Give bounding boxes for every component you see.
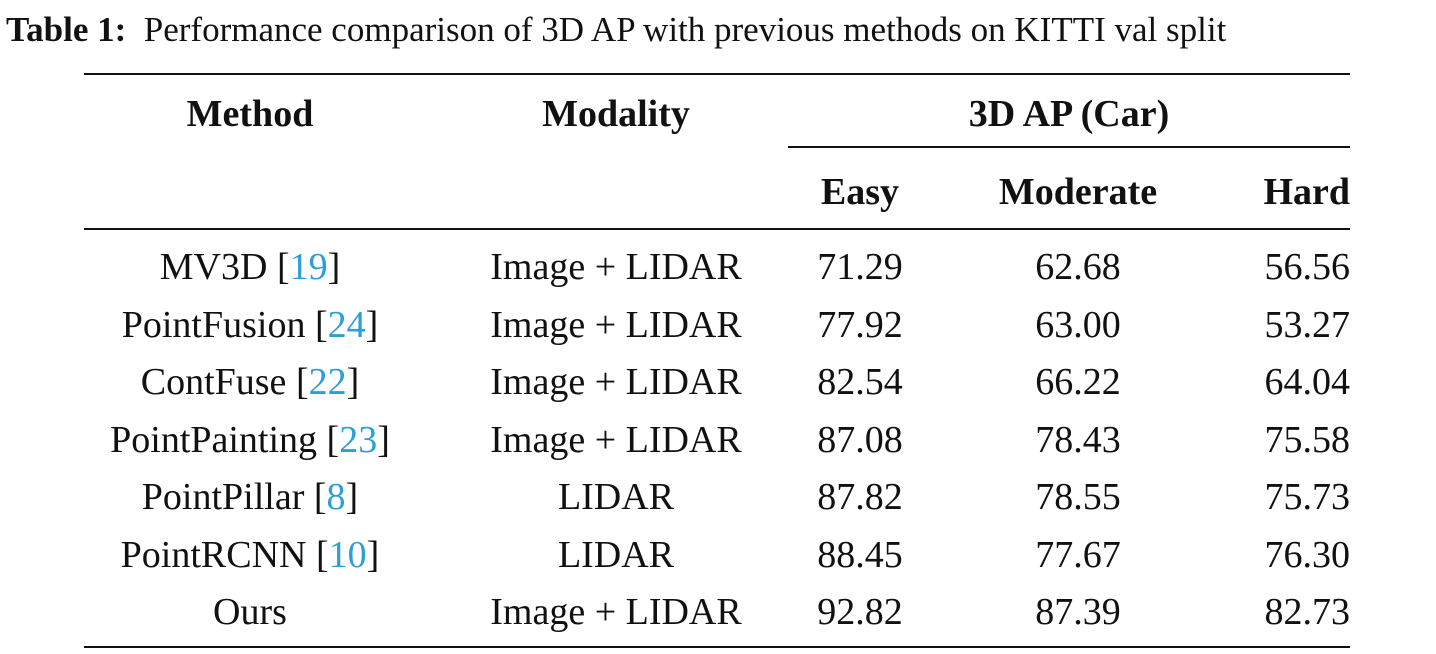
header-moderate: Moderate <box>998 171 1158 213</box>
table-row-easy: 82.54 <box>817 361 903 403</box>
table-row-moderate: 87.39 <box>1035 591 1121 633</box>
method-name: PointFusion <box>121 304 306 346</box>
table-caption: Table 1: Performance comparison of 3D AP… <box>6 8 1436 52</box>
method-name: MV3D <box>159 246 268 288</box>
table-row-hard: 64.04 <box>1264 361 1351 403</box>
header-3d-ap-car: 3D AP (Car) <box>968 93 1170 135</box>
table-row-easy: 87.08 <box>817 419 903 461</box>
caption-label: Table 1: <box>6 10 127 49</box>
top-rule <box>84 73 1350 75</box>
table-row-easy: 92.82 <box>817 591 903 633</box>
table-row-hard: 76.30 <box>1264 534 1351 576</box>
method-name: PointPillar <box>141 476 305 518</box>
citation-link[interactable]: 10 <box>328 534 367 576</box>
table-row-moderate: 78.43 <box>1035 419 1121 461</box>
table-row-method: PointPillar [8] <box>141 476 359 518</box>
header-easy: Easy <box>820 171 900 213</box>
table-row-modality: Image + LIDAR <box>490 591 742 633</box>
table-row-easy: 87.82 <box>817 476 903 518</box>
table-row-hard: 56.56 <box>1264 246 1351 288</box>
method-name: PointRCNN <box>120 534 307 576</box>
table-row-moderate: 66.22 <box>1035 361 1121 403</box>
table-row-method: Ours <box>84 588 416 636</box>
table-row-method: PointRCNN [10] <box>120 534 380 576</box>
table-row-modality: LIDAR <box>557 476 675 518</box>
header-method: Method <box>186 93 314 135</box>
table-row-easy: 88.45 <box>817 534 903 576</box>
table-row-method: MV3D [19] <box>159 246 341 288</box>
table-row-moderate: 77.67 <box>1035 534 1121 576</box>
caption-text: Performance comparison of 3D AP with pre… <box>143 10 1227 49</box>
mid-rule <box>84 228 1350 230</box>
citation-link[interactable]: 23 <box>339 419 378 461</box>
table-row-easy: 71.29 <box>817 246 903 288</box>
method-name: ContFuse <box>140 361 287 403</box>
table-row-modality: LIDAR <box>557 534 675 576</box>
bottom-rule <box>84 646 1350 648</box>
citation-link[interactable]: 8 <box>326 476 346 518</box>
table-row-method: ContFuse [22] <box>140 361 360 403</box>
table-row-method: PointFusion [24] <box>121 304 379 346</box>
method-name: Ours <box>213 591 287 633</box>
citation-link[interactable]: 24 <box>327 304 366 346</box>
header-modality: Modality <box>542 93 690 135</box>
table-row-moderate: 63.00 <box>1035 304 1121 346</box>
table-row-moderate: 62.68 <box>1035 246 1121 288</box>
method-name: PointPainting <box>110 419 318 461</box>
table-row-easy: 77.92 <box>817 304 903 346</box>
citation-link[interactable]: 19 <box>289 246 328 288</box>
table-row-hard: 53.27 <box>1264 304 1351 346</box>
table-row-modality: Image + LIDAR <box>490 304 742 346</box>
citation-link[interactable]: 22 <box>308 361 347 403</box>
table-row-hard: 75.73 <box>1264 476 1351 518</box>
table-row-hard: 82.73 <box>1264 591 1351 633</box>
table-row-moderate: 78.55 <box>1035 476 1121 518</box>
table-row-hard: 75.58 <box>1264 419 1351 461</box>
table-row-modality: Image + LIDAR <box>490 419 742 461</box>
table-row-method: PointPainting [23] <box>110 419 390 461</box>
group-rule <box>788 146 1350 148</box>
table-row-modality: Image + LIDAR <box>490 361 742 403</box>
header-hard: Hard <box>1263 171 1350 213</box>
table-row-modality: Image + LIDAR <box>490 246 742 288</box>
